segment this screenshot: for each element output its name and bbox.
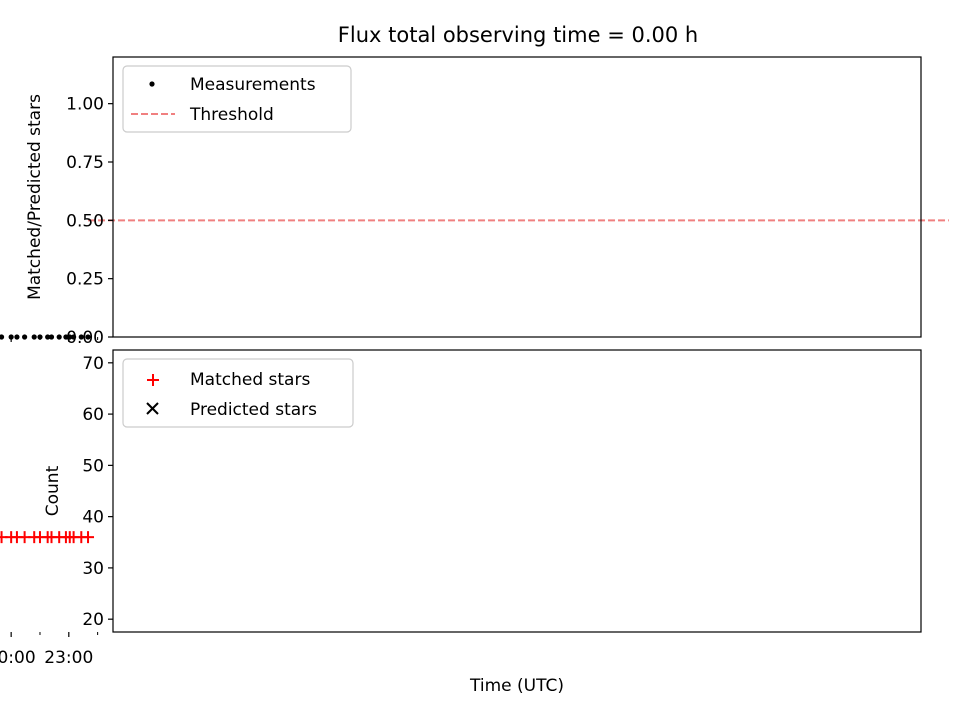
- bottom-y-axis: 20 30 40 50 60 70: [82, 354, 113, 630]
- measurement-point: [45, 334, 51, 340]
- measurement-point: [71, 334, 77, 340]
- legend-matched-marker: [147, 374, 159, 386]
- measurement-point: [0, 334, 5, 340]
- x-tick-label: 00:00: [0, 648, 36, 668]
- x-tick-label: 23:00: [44, 648, 93, 668]
- top-y-tick-label: 0.00: [66, 328, 104, 348]
- measurement-point: [56, 334, 62, 340]
- x-axis-label: Time (UTC): [469, 676, 564, 696]
- legend-measurements-marker: [149, 81, 155, 87]
- top-legend-box: [122, 65, 352, 133]
- measurement-point: [22, 334, 28, 340]
- measurement-point: [85, 334, 91, 340]
- top-y-tick-label: 0.50: [66, 211, 104, 231]
- top-axes-frame: [112, 56, 922, 338]
- bottom-y-tick-label: 20: [82, 610, 104, 630]
- bottom-y-tick-label: 50: [82, 456, 104, 476]
- top-plot-area: [0, 219, 949, 340]
- measurement-point: [78, 334, 84, 340]
- top-y-tick-label: 1.00: [66, 95, 104, 115]
- bottom-axes-frame: [112, 349, 922, 633]
- bottom-y-tick-label: 30: [82, 559, 104, 579]
- legend-threshold-label: Threshold: [189, 105, 274, 125]
- top-panel: 0.00 0.25 0.50 0.75 1.00 Matched/Predicted s…: [0, 56, 949, 348]
- bottom-y-tick-label: 70: [82, 354, 104, 374]
- top-y-axis-label: Matched/Predicted stars: [25, 94, 45, 300]
- bottom-plot-area: [0, 531, 95, 544]
- bottom-legend-box: [122, 358, 354, 428]
- top-y-tick-label: 0.25: [66, 270, 104, 290]
- measurement-point: [14, 334, 20, 340]
- legend-predicted-marker: [146, 402, 159, 415]
- legend-matched-label: Matched stars: [190, 370, 310, 390]
- top-y-axis: 0.00 0.25 0.50 0.75 1.00: [66, 95, 113, 348]
- bottom-x-axis: 23:0000:0001:0002:0003:0004:0005:0006:00…: [0, 632, 99, 668]
- chart-title: Flux total observing time = 0.00 h: [338, 23, 698, 47]
- bottom-y-axis-label: Count: [43, 465, 63, 516]
- legend-predicted-label: Predicted stars: [190, 400, 317, 420]
- bottom-legend: Matched stars Predicted stars: [122, 358, 354, 428]
- top-y-tick-label: 0.75: [66, 153, 104, 173]
- top-x-ticks: [10, 337, 99, 342]
- bottom-y-tick-label: 40: [82, 508, 104, 528]
- measurement-point: [48, 334, 55, 340]
- bottom-y-tick-label: 60: [82, 405, 104, 425]
- measurement-point: [63, 334, 69, 340]
- matched-point: [0, 531, 8, 544]
- legend-measurements-label: Measurements: [190, 75, 316, 95]
- measurement-point: [31, 334, 37, 340]
- top-legend: Measurements Threshold: [122, 65, 352, 133]
